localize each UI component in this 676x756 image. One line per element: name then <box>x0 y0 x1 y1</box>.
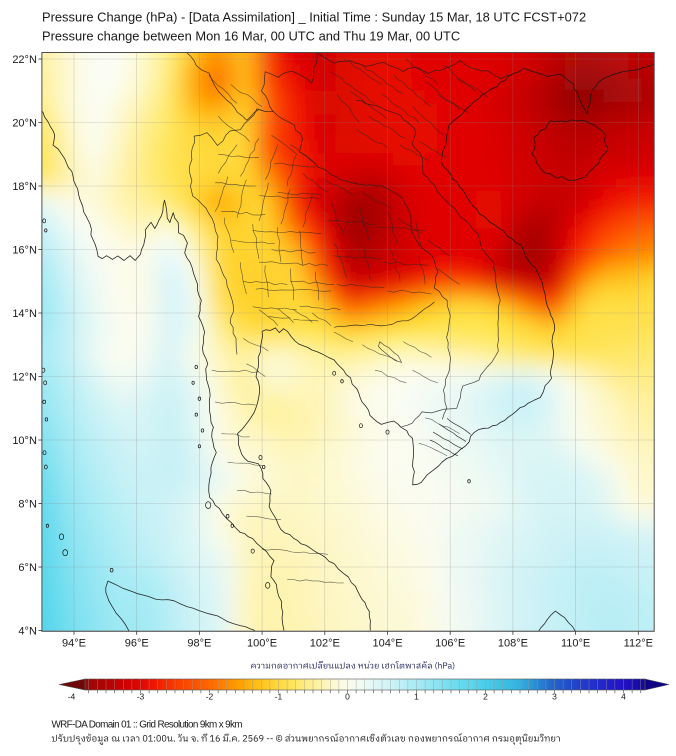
svg-text:Pressure change between Mon 16: Pressure change between Mon 16 Mar, 00 U… <box>42 29 460 44</box>
svg-text:0: 0 <box>345 692 350 702</box>
svg-text:Pressure Change (hPa) - [Data: Pressure Change (hPa) - [Data Assimilati… <box>42 10 586 25</box>
svg-text:96°E: 96°E <box>125 637 149 649</box>
svg-text:WRF-DA Domain 01 :: Grid Resol: WRF-DA Domain 01 :: Grid Resolution 9km … <box>52 720 243 731</box>
svg-text:14°N: 14°N <box>12 308 37 320</box>
svg-text:4: 4 <box>621 692 626 702</box>
svg-text:104°E: 104°E <box>372 637 402 649</box>
svg-text:108°E: 108°E <box>498 637 528 649</box>
svg-text:-4: -4 <box>68 692 76 702</box>
svg-text:-1: -1 <box>275 692 283 702</box>
svg-text:12°N: 12°N <box>12 371 37 383</box>
svg-text:18°N: 18°N <box>12 181 37 193</box>
svg-text:110°E: 110°E <box>561 637 590 649</box>
svg-text:-2: -2 <box>206 692 214 702</box>
svg-text:98°E: 98°E <box>187 637 211 649</box>
svg-text:112°E: 112°E <box>624 637 653 649</box>
svg-text:20°N: 20°N <box>12 117 37 129</box>
svg-text:16°N: 16°N <box>12 244 37 256</box>
svg-text:100°E: 100°E <box>247 637 277 649</box>
svg-text:106°E: 106°E <box>435 637 465 649</box>
svg-text:1: 1 <box>414 692 419 702</box>
svg-text:6°N: 6°N <box>18 562 37 574</box>
svg-text:10°N: 10°N <box>12 435 37 447</box>
svg-text:102°E: 102°E <box>310 637 340 649</box>
svg-text:2: 2 <box>483 692 488 702</box>
svg-text:3: 3 <box>552 692 557 702</box>
svg-text:94°E: 94°E <box>62 637 86 649</box>
svg-text:-3: -3 <box>137 692 145 702</box>
svg-text:8°N: 8°N <box>18 498 37 510</box>
svg-text:22°N: 22°N <box>12 54 37 66</box>
svg-text:4°N: 4°N <box>18 625 37 637</box>
